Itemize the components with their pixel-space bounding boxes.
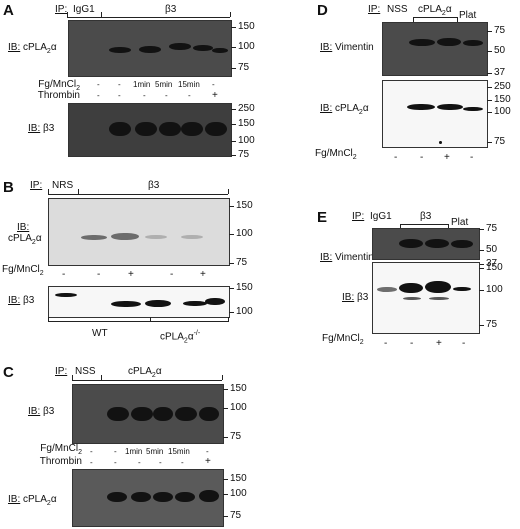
panel-letter: D (317, 2, 328, 19)
ip-group-cpla2a: cPLA2α (418, 4, 452, 17)
panel-letter: B (3, 179, 14, 196)
panel-letter: A (3, 2, 14, 19)
genotype-wt: WT (92, 328, 108, 339)
row-label-thrombin: Thrombin (37, 90, 80, 101)
ip-group-platelet: Plat (451, 217, 469, 228)
western-blot-cpla2a (68, 20, 232, 77)
ib-label: IB: Vimentin (320, 252, 374, 263)
ip-bracket (67, 17, 230, 18)
ip-group-control: NRS (52, 180, 74, 191)
ip-group-beta3: β3 (165, 4, 177, 15)
ip-label: IP: (368, 4, 381, 15)
ip-group-platelet: Plat (459, 10, 477, 21)
western-blot-beta3 (72, 384, 224, 444)
row-label-fg-mncl2: Fg/MnCl2 (322, 333, 364, 346)
ib-label: IB: β3 (28, 123, 55, 134)
row-label-fg-mncl2: Fg/MnCl2 (315, 148, 357, 161)
row-label-fg-mncl2: Fg/MnCl2 (40, 443, 82, 456)
ib-label: IB: cPLA2α (320, 103, 369, 116)
ip-label: IP: (55, 4, 68, 15)
ib-label: IB: (17, 222, 30, 233)
ip-group-control: NSS (387, 4, 408, 15)
western-blot-cpla2a (48, 198, 230, 266)
ib-label: IB: Vimentin (320, 42, 374, 53)
row-label-fg-mncl2: Fg/MnCl2 (2, 264, 44, 277)
western-blot-beta3 (372, 262, 480, 334)
ib-label: IB: cPLA2α (8, 42, 57, 55)
western-blot-vimentin (382, 22, 488, 76)
ib-label: IB: β3 (342, 292, 369, 303)
ib-label: IB: β3 (8, 295, 35, 306)
western-blot-beta3 (68, 103, 232, 157)
ip-group-cpla2a: cPLA2α (128, 366, 162, 379)
row-label-thrombin: Thrombin (39, 456, 82, 467)
ip-group-beta3: β3 (420, 211, 432, 222)
ip-label: IP: (55, 366, 68, 377)
western-blot-cpla2a (72, 469, 224, 527)
ib-label: IB: β3 (28, 406, 55, 417)
western-blot-cpla2a (382, 80, 488, 148)
ip-group-control: IgG1 (370, 211, 392, 222)
panel-letter: E (317, 209, 328, 226)
ib-label: IB: cPLA2α (8, 494, 57, 507)
genotype-knockout: cPLA2α-/- (160, 330, 201, 345)
ip-label: IP: (30, 180, 43, 191)
ip-label: IP: (352, 211, 365, 222)
panel-letter: C (3, 364, 14, 381)
ip-group-beta3: β3 (148, 180, 160, 191)
western-blot-beta3 (48, 286, 230, 318)
row-label-fg-mncl2: Fg/MnCl2 (38, 79, 80, 92)
ip-group-control: NSS (75, 366, 96, 377)
western-blot-vimentin (372, 228, 480, 260)
ip-group-control: IgG1 (73, 4, 95, 15)
